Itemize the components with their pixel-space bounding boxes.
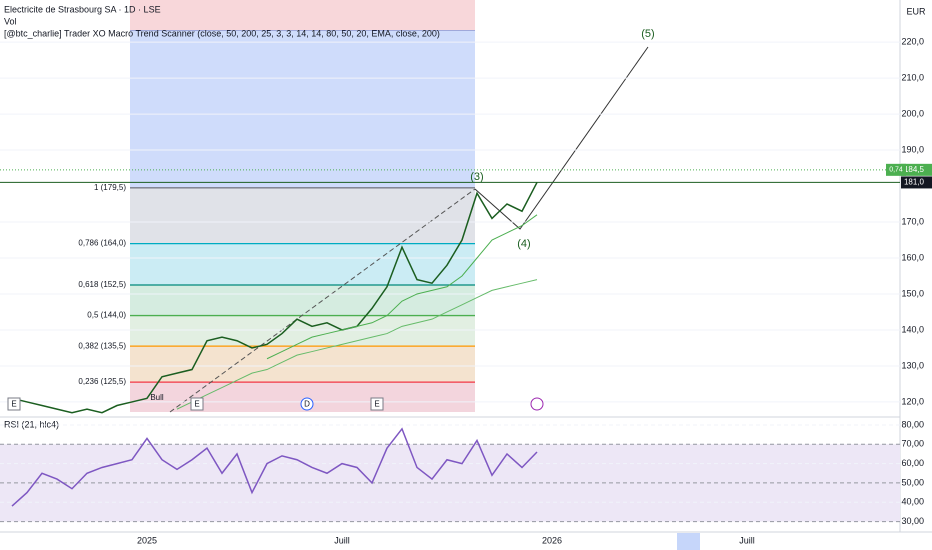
symbol-title: Electricite de Strasbourg SA · 1D · LSE <box>4 4 161 14</box>
wave-line <box>474 46 649 230</box>
series-line <box>266 214 538 360</box>
rsi-title: RSI (21, hlc4) <box>4 419 59 429</box>
y-tick-label: 80,00 <box>901 419 924 429</box>
y-tick-label: 190,0 <box>901 144 924 154</box>
fib-label: 0,236 (125,5) <box>78 377 126 386</box>
fib-extension-zone <box>130 0 475 30</box>
event-marker <box>190 397 204 411</box>
fib-band <box>130 315 475 347</box>
ref-price-box <box>901 176 932 189</box>
event-marker <box>7 397 21 411</box>
fib-label: 0,618 (152,5) <box>78 280 126 289</box>
event-marker-label: E <box>11 400 16 409</box>
fib-label: 1 (179,5) <box>94 183 126 192</box>
y-tick-label: 50,00 <box>901 477 924 487</box>
event-marker-label: D <box>304 400 310 409</box>
time-highlight <box>677 533 700 550</box>
volume-label: Vol <box>4 16 17 26</box>
dividend-marker <box>530 397 544 411</box>
event-marker <box>370 397 384 411</box>
series-line <box>11 182 538 414</box>
y-tick-label: 160,0 <box>901 252 924 262</box>
last-price-label: 184,5 <box>904 165 925 174</box>
indicator-label: [@btc_charlie] Trader XO Macro Trend Sca… <box>4 28 440 38</box>
annotation: (5) <box>641 28 654 40</box>
fib-label: 0,382 (135,5) <box>78 341 126 350</box>
annotation: (4) <box>517 238 530 250</box>
y-tick-label: 130,0 <box>901 360 924 370</box>
event-marker <box>300 397 314 411</box>
countdown: 0,74 <box>889 167 903 174</box>
y-tick-label: 120,0 <box>901 396 924 406</box>
fib-band <box>130 187 475 244</box>
event-marker-label: E <box>194 400 199 409</box>
fib-band <box>130 243 475 285</box>
y-tick-label: 70,00 <box>901 439 924 449</box>
event-marker-label: E <box>374 400 379 409</box>
x-tick-label: 2026 <box>542 535 562 545</box>
trend-line <box>169 188 476 413</box>
fib-label: 0,786 (164,0) <box>78 239 126 248</box>
series-line <box>11 427 538 507</box>
countdown-box <box>886 163 906 176</box>
fib-label: 0,5 (144,0) <box>87 311 126 320</box>
y-tick-label: 60,00 <box>901 458 924 468</box>
y-tick-label: 200,0 <box>901 108 924 118</box>
fib-group: 1 (179,5) 0,786 (164,0) 0,618 (152,5) 0,5 (… <box>78 183 475 412</box>
y-tick-label: 170,0 <box>901 216 924 226</box>
ref-price-label: 181,0 <box>904 178 925 187</box>
fib-band <box>130 284 475 316</box>
x-tick-label: Juill <box>739 535 755 545</box>
currency: EUR <box>906 6 926 16</box>
last-price-box <box>901 163 932 176</box>
y-tick-label: 150,0 <box>901 288 924 298</box>
y-tick-label: 220,0 <box>901 36 924 46</box>
x-tick-label: 2025 <box>137 535 157 545</box>
y-tick-label: 210,0 <box>901 72 924 82</box>
x-tick-label: Juill <box>334 535 350 545</box>
annotation: Bull <box>150 393 164 402</box>
y-tick-label: 140,0 <box>901 324 924 334</box>
fib-band <box>130 346 475 383</box>
series-line <box>176 279 538 410</box>
y-tick-label: 30,00 <box>901 516 924 526</box>
y-tick-label: 40,00 <box>901 497 924 507</box>
annotation: (3) <box>470 171 483 183</box>
